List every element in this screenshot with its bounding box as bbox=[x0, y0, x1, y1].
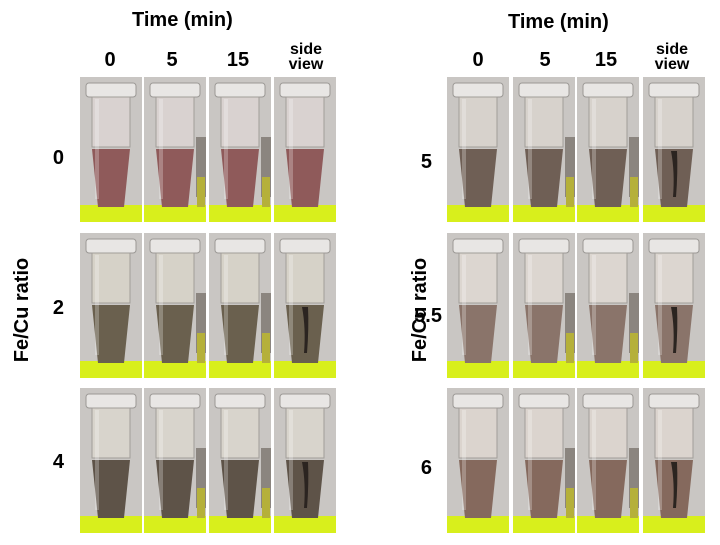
tube-image bbox=[643, 233, 705, 378]
left-col-15: 15 bbox=[226, 49, 250, 71]
right-y-axis-label: Fe/Cu ratio bbox=[409, 257, 431, 363]
left-tube-photo bbox=[144, 77, 206, 222]
right-tube-photo bbox=[643, 77, 705, 222]
tube-image bbox=[209, 233, 271, 378]
right-tube-photo bbox=[577, 233, 639, 378]
right-tube-photo bbox=[513, 388, 575, 533]
left-row-label-0: 0 bbox=[52, 147, 64, 169]
left-row-label-4: 4 bbox=[52, 451, 64, 473]
left-y-axis-label: Fe/Cu ratio bbox=[11, 257, 33, 363]
tube-image bbox=[577, 233, 639, 378]
left-col-5: 5 bbox=[166, 49, 178, 71]
tube-image bbox=[144, 77, 206, 222]
left-tube-photo bbox=[209, 233, 271, 378]
right-col-side-view: side view bbox=[654, 41, 690, 73]
tube-image bbox=[643, 388, 705, 533]
left-tube-photo bbox=[274, 77, 336, 222]
tube-image bbox=[274, 77, 336, 222]
left-col-side-view: side view bbox=[288, 41, 324, 73]
tube-image bbox=[513, 77, 575, 222]
right-tube-photo bbox=[513, 77, 575, 222]
right-tube-photo bbox=[643, 233, 705, 378]
tube-image bbox=[80, 233, 142, 378]
left-row-label-2: 2 bbox=[52, 297, 64, 319]
left-tube-photo bbox=[80, 388, 142, 533]
right-col-0: 0 bbox=[472, 49, 484, 71]
right-row-label-5: 5 bbox=[420, 151, 432, 173]
tube-image bbox=[447, 77, 509, 222]
tube-image bbox=[447, 233, 509, 378]
left-tube-photo bbox=[209, 388, 271, 533]
tube-image bbox=[274, 388, 336, 533]
right-tube-photo bbox=[447, 77, 509, 222]
right-tube-photo bbox=[513, 233, 575, 378]
tube-image bbox=[209, 77, 271, 222]
right-col-15: 15 bbox=[594, 49, 618, 71]
tube-image bbox=[513, 233, 575, 378]
left-col-0: 0 bbox=[104, 49, 116, 71]
tube-image bbox=[643, 77, 705, 222]
left-tube-photo bbox=[80, 233, 142, 378]
tube-image bbox=[577, 388, 639, 533]
right-tube-photo bbox=[643, 388, 705, 533]
tube-image bbox=[274, 233, 336, 378]
right-col-5: 5 bbox=[539, 49, 551, 71]
right-tube-photo bbox=[447, 233, 509, 378]
left-tube-photo bbox=[209, 77, 271, 222]
tube-image bbox=[513, 388, 575, 533]
right-tube-photo bbox=[447, 388, 509, 533]
left-tube-photo bbox=[144, 233, 206, 378]
left-time-title: Time (min) bbox=[132, 9, 233, 31]
tube-image bbox=[447, 388, 509, 533]
tube-image bbox=[144, 388, 206, 533]
right-tube-photo bbox=[577, 388, 639, 533]
tube-image bbox=[80, 77, 142, 222]
left-tube-photo bbox=[144, 388, 206, 533]
left-tube-photo bbox=[274, 233, 336, 378]
tube-image bbox=[577, 77, 639, 222]
right-time-title: Time (min) bbox=[508, 11, 609, 33]
left-tube-photo bbox=[274, 388, 336, 533]
right-tube-photo bbox=[577, 77, 639, 222]
tube-image bbox=[144, 233, 206, 378]
tube-image bbox=[209, 388, 271, 533]
right-row-label-5-5: 5.5 bbox=[414, 305, 442, 327]
tube-image bbox=[80, 388, 142, 533]
left-tube-photo bbox=[80, 77, 142, 222]
right-row-label-6: 6 bbox=[420, 457, 432, 479]
